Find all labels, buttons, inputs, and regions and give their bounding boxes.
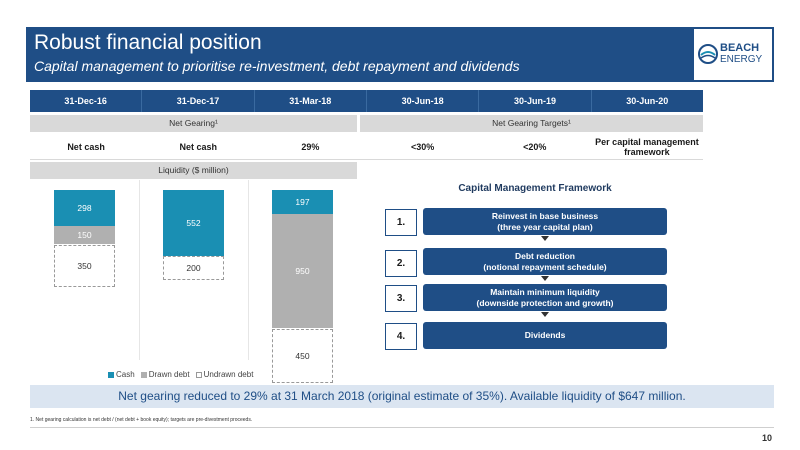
down-arrow-icon — [541, 236, 549, 241]
legend-item-undrawn-debt: Undrawn debt — [195, 370, 254, 379]
legend-swatch-undrawn — [195, 371, 202, 378]
net-gearing-label: Net Gearing¹ — [30, 115, 357, 132]
legend-item-cash: Cash — [108, 370, 135, 379]
bar-segment-undrawn: 350 — [54, 244, 115, 287]
gearing-value: <20% — [523, 142, 547, 152]
gearing-value: 29% — [301, 142, 320, 152]
step-number: 1. — [385, 209, 417, 236]
legend-label: Undrawn debt — [203, 370, 254, 379]
date-header-row: 31-Dec-16 31-Dec-17 31-Mar-18 30-Jun-18 … — [30, 90, 703, 112]
cmf-step-1: Reinvest in base business (three year cap… — [423, 208, 667, 235]
legend-label: Drawn debt — [148, 370, 190, 379]
cmf-title: Capital Management Framework — [458, 183, 612, 194]
net-gearing-targets-label: Net Gearing Targets¹ — [360, 115, 703, 132]
bar-segment-cash: 552 — [163, 190, 224, 257]
beach-energy-logo-icon — [698, 44, 718, 64]
page-title: Robust financial position — [34, 31, 262, 54]
bar-segment-cash: 298 — [54, 190, 115, 226]
date-cell: 31-Dec-17 — [142, 90, 255, 112]
step-line2: (three year capital plan) — [497, 221, 593, 232]
column-divider — [248, 180, 249, 360]
step-line1: Maintain minimum liquidity — [490, 286, 600, 297]
legend-swatch-drawn — [140, 371, 147, 378]
step-line1: Debt reduction — [515, 250, 575, 261]
date-cell: 30-Jun-19 — [479, 90, 592, 112]
bar-segment-drawn: 150 — [54, 225, 115, 244]
step-line1: Reinvest in base business — [491, 210, 599, 221]
column-divider — [139, 180, 140, 360]
company-logo: BEACH ENERGY — [692, 27, 774, 82]
bar-segment-undrawn: 200 — [163, 256, 224, 281]
page-number: 10 — [761, 433, 772, 443]
summary-banner: Net gearing reduced to 29% at 31 March 2… — [30, 385, 774, 408]
liquidity-chart: 298 150 350 552 200 197 950 450 — [30, 180, 357, 383]
bar-segment-drawn: 950 — [272, 213, 333, 328]
down-arrow-icon — [541, 276, 549, 281]
step-number: 3. — [385, 285, 417, 312]
page-subtitle: Capital management to prioritise re-inve… — [34, 58, 520, 74]
bar-segment-cash: 197 — [272, 190, 333, 214]
bar-segment-undrawn: 450 — [272, 328, 333, 383]
date-cell: 31-Dec-16 — [30, 90, 143, 112]
legend-item-drawn-debt: Drawn debt — [140, 370, 190, 379]
header-bar: Robust financial position Capital manage… — [26, 27, 774, 82]
logo-line2: ENERGY — [720, 54, 763, 65]
cmf-step-3: Maintain minimum liquidity (downside prot… — [423, 284, 667, 311]
footnote: 1. Net gearing calculation is net debt /… — [30, 417, 253, 423]
gearing-value: Per capital management framework — [595, 137, 699, 157]
gearing-values-row: Net cash Net cash 29% <30% <20% Per capi… — [30, 135, 703, 160]
gearing-value: <30% — [410, 142, 435, 152]
gearing-value: Net cash — [67, 142, 105, 152]
footer-divider — [30, 427, 774, 428]
gearing-value: Net cash — [179, 142, 218, 152]
step-number: 2. — [385, 250, 417, 277]
date-cell: 31-Mar-18 — [255, 90, 367, 112]
step-line1: Dividends — [524, 330, 566, 340]
legend-label: Cash — [116, 370, 135, 379]
date-cell: 30-Jun-20 — [626, 96, 669, 106]
liquidity-label: Liquidity ($ million) — [30, 162, 357, 179]
step-line2: (notional repayment schedule) — [483, 261, 607, 272]
legend-swatch-cash — [108, 371, 114, 378]
step-line2: (downside protection and growth) — [476, 297, 614, 308]
chart-legend: Cash Drawn debt Undrawn debt — [108, 370, 253, 379]
date-cell: 30-Jun-18 — [367, 90, 480, 112]
cmf-step-2: Debt reduction (notional repayment schedu… — [423, 248, 667, 275]
down-arrow-icon — [541, 312, 549, 317]
logo-text: BEACH ENERGY — [720, 42, 763, 66]
cmf-step-4: Dividends — [423, 322, 667, 349]
logo-line1: BEACH — [720, 42, 760, 54]
step-number: 4. — [385, 323, 417, 350]
